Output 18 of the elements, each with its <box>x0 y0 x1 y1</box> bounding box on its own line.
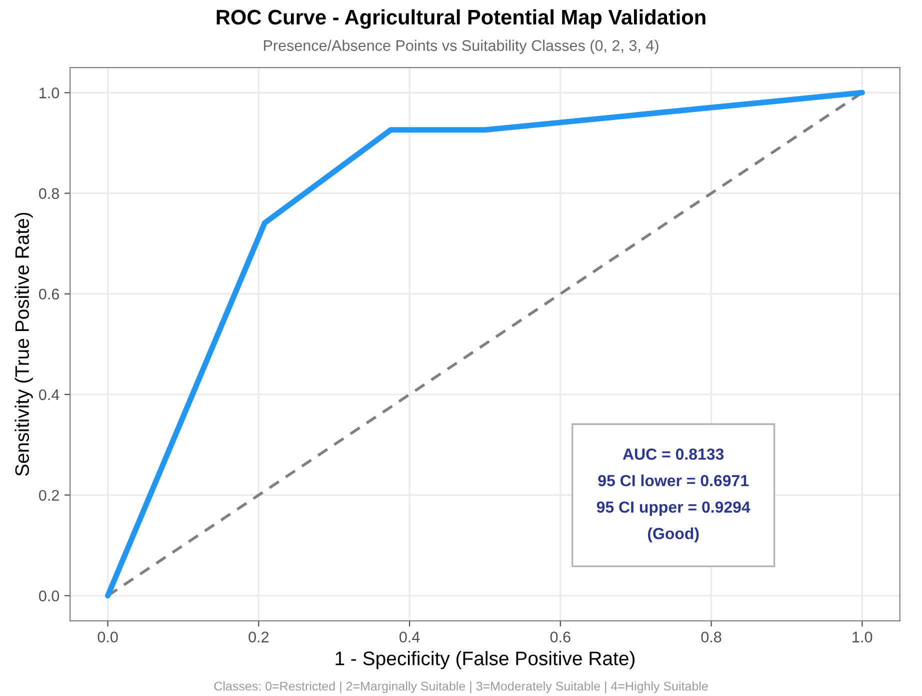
y-tick-label: 0.0 <box>39 590 60 602</box>
annotation: AUC = 0.8133 95 CI lower = 0.6971 95 CI upper = 0.9294 (Good) <box>596 448 750 542</box>
chart-title: ROC Curve - Agricultural Potential Map Validation <box>216 9 706 29</box>
y-tick-label: 0.4 <box>39 389 60 400</box>
x-tick-label: 0.2 <box>248 632 269 642</box>
x-axis-title: 1 - Specificity (False Positive Rate) <box>336 651 635 670</box>
text: Classes: 0=Restricted | 2=Marginally Suitable | 3=Moderately Suitable | 4=Highly Suitable <box>214 681 708 694</box>
x-tick-label: 0.6 <box>550 632 570 642</box>
chart-subtitle: Presence/Absence Points vs Suitability Classes (0, 2, 3, 4) <box>264 40 658 54</box>
y-axis-title: Sensitivity (True Positive Rate) <box>14 212 33 476</box>
y-tick-label: 0.6 <box>39 288 59 300</box>
y-tick-label: 0.2 <box>39 490 59 501</box>
x-tick-label: 0.8 <box>701 632 722 642</box>
x-tick-label: 1.0 <box>852 632 872 642</box>
x-tick-label: 0.4 <box>400 632 420 642</box>
y-tick-label: 0.8 <box>39 188 59 199</box>
x-tick-label: 0.0 <box>98 632 118 642</box>
y-tick-label: 1.0 <box>40 88 60 98</box>
